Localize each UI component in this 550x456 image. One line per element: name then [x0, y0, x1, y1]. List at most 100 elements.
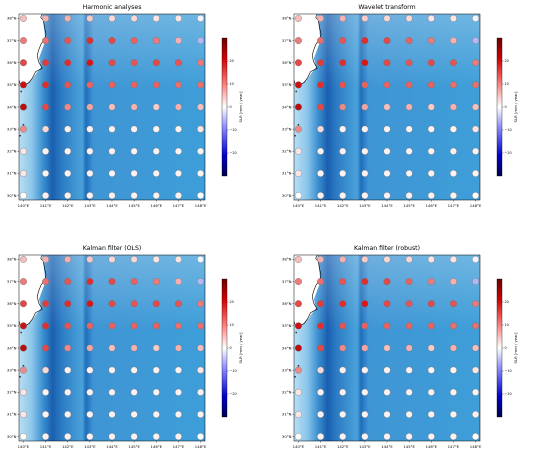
- data-point: [449, 344, 457, 352]
- data-point: [427, 147, 435, 155]
- data-point: [449, 322, 457, 330]
- data-point: [405, 81, 413, 89]
- data-point: [86, 192, 94, 200]
- y-tick-label: 31°N: [7, 412, 17, 417]
- data-point: [130, 410, 138, 418]
- data-point: [86, 322, 94, 330]
- data-point: [152, 278, 160, 286]
- data-point: [449, 410, 457, 418]
- data-point: [130, 59, 138, 67]
- island: [294, 134, 297, 137]
- data-point: [317, 322, 325, 330]
- data-point: [42, 59, 50, 67]
- data-point: [427, 344, 435, 352]
- land-mask: [294, 255, 321, 326]
- data-point: [64, 147, 72, 155]
- data-point: [152, 344, 160, 352]
- data-point: [294, 169, 302, 177]
- data-point: [361, 37, 369, 45]
- data-point: [19, 433, 27, 441]
- data-point: [64, 300, 72, 308]
- data-point: [472, 103, 480, 111]
- data-point: [108, 344, 116, 352]
- data-point: [472, 255, 480, 263]
- y-tick-label: 34°N: [7, 104, 17, 109]
- colorbar-tick-label: 0: [505, 346, 507, 350]
- data-point: [294, 192, 302, 200]
- data-point: [64, 59, 72, 67]
- data-point: [174, 14, 182, 22]
- data-point: [174, 278, 182, 286]
- data-point: [152, 59, 160, 67]
- data-point: [361, 410, 369, 418]
- data-point: [197, 322, 205, 330]
- data-point: [86, 14, 94, 22]
- x-tick-label: 144°E: [106, 203, 118, 208]
- data-point: [130, 300, 138, 308]
- colorbar-tick-label: 10: [505, 323, 509, 327]
- data-point: [197, 125, 205, 133]
- data-point: [130, 125, 138, 133]
- y-tick-label: 30°N: [282, 434, 292, 439]
- data-point: [294, 37, 302, 45]
- island: [297, 123, 300, 126]
- data-point: [130, 147, 138, 155]
- panel-title: Wavelet transform: [358, 4, 415, 11]
- data-point: [42, 103, 50, 111]
- data-point: [294, 125, 302, 133]
- data-point: [294, 278, 302, 286]
- data-point: [86, 59, 94, 67]
- data-point: [130, 14, 138, 22]
- data-point: [405, 255, 413, 263]
- data-point: [472, 366, 480, 374]
- colorbar: [221, 37, 228, 177]
- data-point: [449, 366, 457, 374]
- data-point: [64, 192, 72, 200]
- data-point: [64, 410, 72, 418]
- data-point: [294, 147, 302, 155]
- colorbar-tick-label: 0: [230, 346, 232, 350]
- data-point: [339, 81, 347, 89]
- data-point: [42, 169, 50, 177]
- panel-title: Kalman filter (robust): [354, 245, 420, 252]
- data-point: [405, 344, 413, 352]
- panel-title: Harmonic analyses: [83, 4, 142, 11]
- data-point: [405, 300, 413, 308]
- data-point: [427, 169, 435, 177]
- data-point: [361, 125, 369, 133]
- data-point: [317, 388, 325, 396]
- x-tick-label: 141°E: [40, 203, 52, 208]
- y-tick-label: 30°N: [282, 193, 292, 198]
- island: [22, 123, 25, 126]
- colorbar-label: SLR [mm / year]: [513, 91, 518, 122]
- data-point: [42, 344, 50, 352]
- x-tick-label: 141°E: [315, 444, 327, 449]
- island: [20, 90, 23, 93]
- x-tick-label: 146°E: [426, 203, 438, 208]
- data-point: [197, 14, 205, 22]
- data-point: [449, 169, 457, 177]
- data-point: [449, 278, 457, 286]
- data-point: [64, 14, 72, 22]
- data-point: [405, 410, 413, 418]
- data-point: [405, 278, 413, 286]
- data-point: [427, 37, 435, 45]
- data-point: [174, 37, 182, 45]
- data-point: [130, 388, 138, 396]
- data-point: [361, 81, 369, 89]
- island: [295, 331, 298, 334]
- data-point: [108, 169, 116, 177]
- data-point: [152, 81, 160, 89]
- y-tick-label: 36°N: [7, 301, 17, 306]
- x-tick-label: 147°E: [448, 444, 460, 449]
- data-point: [339, 278, 347, 286]
- data-point: [130, 192, 138, 200]
- data-point: [108, 103, 116, 111]
- data-point: [19, 192, 27, 200]
- data-point: [174, 125, 182, 133]
- colorbar-tick-label: −10: [505, 369, 512, 373]
- data-point: [42, 388, 50, 396]
- data-point: [339, 344, 347, 352]
- data-point: [130, 169, 138, 177]
- data-point: [64, 255, 72, 263]
